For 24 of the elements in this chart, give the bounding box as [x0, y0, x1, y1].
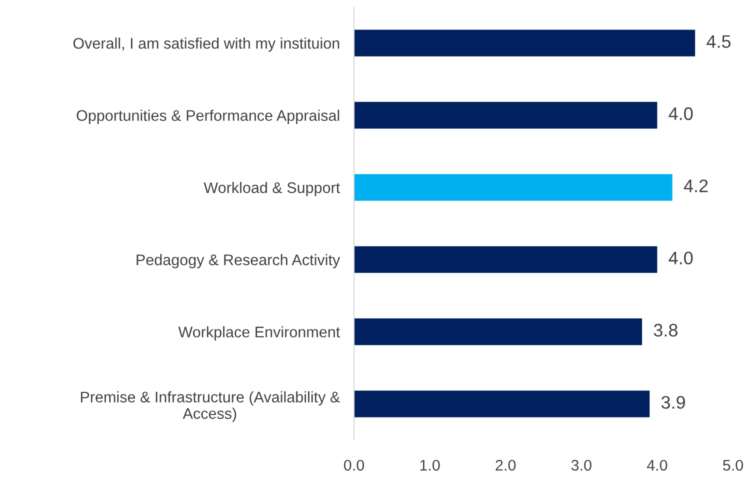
- data-label: 4.2: [684, 179, 708, 192]
- y-tick-label: Workload & Support: [204, 182, 340, 196]
- data-label: 3.8: [654, 324, 678, 337]
- data-label: 4.0: [668, 107, 693, 120]
- bar: [354, 390, 650, 418]
- data-label: 4.0: [668, 252, 693, 264]
- y-tick-label: Pedagogy & Research Activity: [136, 254, 340, 268]
- x-tick-label: 4.0: [646, 460, 668, 471]
- x-tick-label: 2.0: [496, 460, 516, 471]
- data-label: 3.9: [661, 396, 685, 409]
- data-label: 4.5: [706, 35, 731, 48]
- y-tick-label: Premise & Infrastructure (Availability & Access): [80, 391, 340, 422]
- x-tick-label: 1.0: [420, 460, 440, 471]
- bar: [354, 174, 672, 201]
- x-tick-label: 5.0: [722, 460, 744, 471]
- bar: [354, 318, 642, 346]
- bar: [354, 30, 696, 56]
- bar: [354, 246, 658, 273]
- y-tick-label: Overall, I am satisfied with my instituion: [73, 38, 340, 52]
- bar: [354, 102, 658, 129]
- x-tick-label: 3.0: [571, 460, 592, 471]
- x-tick-label: 0.0: [344, 460, 364, 471]
- y-tick-label: Opportunities & Performance Appraisal: [76, 110, 340, 124]
- y-tick-label: Workplace Environment: [178, 326, 340, 340]
